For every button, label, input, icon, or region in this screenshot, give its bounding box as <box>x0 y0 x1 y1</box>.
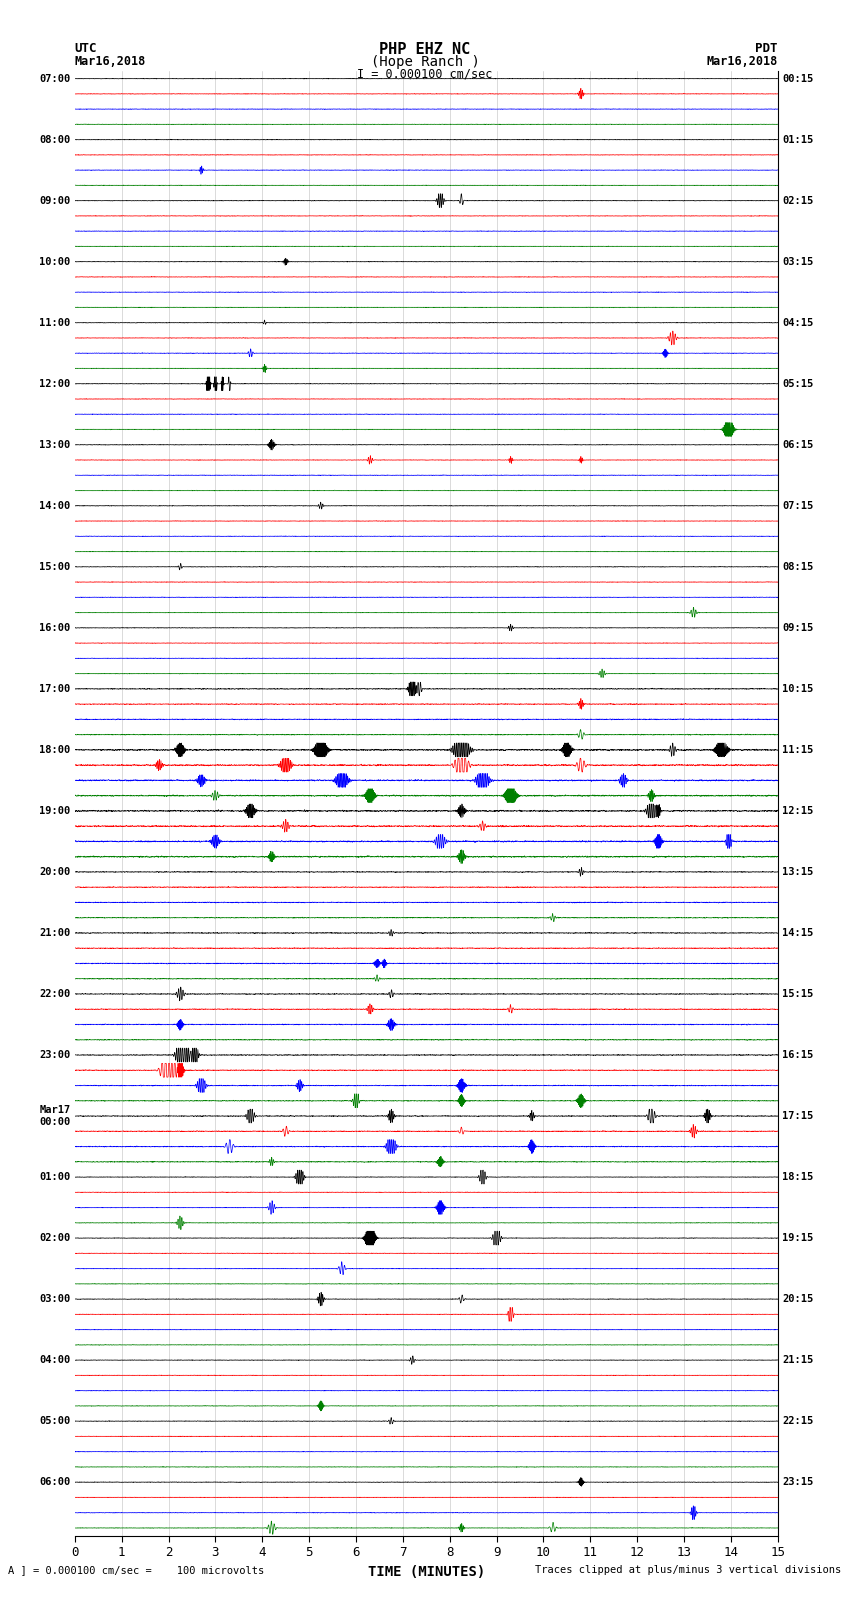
Text: Mar16,2018: Mar16,2018 <box>706 55 778 68</box>
Text: A ] = 0.000100 cm/sec =    100 microvolts: A ] = 0.000100 cm/sec = 100 microvolts <box>8 1565 264 1574</box>
Text: PDT: PDT <box>756 42 778 55</box>
Text: Mar16,2018: Mar16,2018 <box>75 55 146 68</box>
Text: Traces clipped at plus/minus 3 vertical divisions: Traces clipped at plus/minus 3 vertical … <box>536 1565 842 1574</box>
X-axis label: TIME (MINUTES): TIME (MINUTES) <box>368 1565 484 1579</box>
Text: PHP EHZ NC: PHP EHZ NC <box>379 42 471 56</box>
Text: (Hope Ranch ): (Hope Ranch ) <box>371 55 479 69</box>
Text: I = 0.000100 cm/sec: I = 0.000100 cm/sec <box>357 68 493 81</box>
Text: UTC: UTC <box>75 42 97 55</box>
